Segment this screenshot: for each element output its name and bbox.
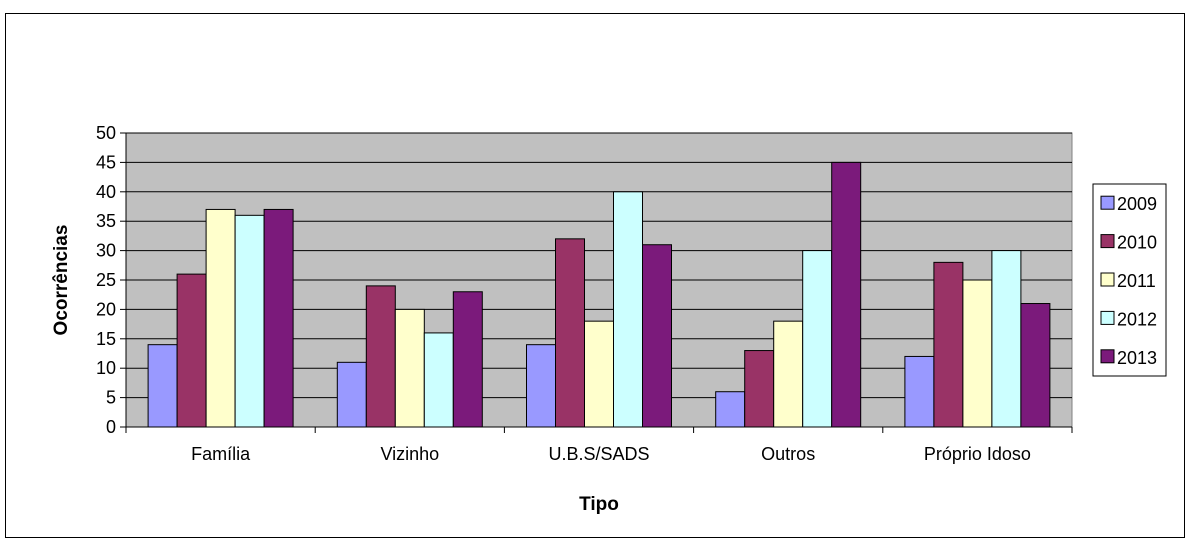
- bar-2013-3: [831, 161, 862, 428]
- bar-2011-0: [205, 208, 236, 428]
- y-tick-label: 35: [96, 211, 116, 231]
- bar-2012-2: [613, 191, 643, 428]
- bar-2011-4: [962, 279, 993, 428]
- bar-2010-0: [176, 273, 207, 428]
- y-tick-label: 20: [96, 299, 116, 319]
- bar-2009-3: [715, 391, 746, 428]
- legend-label-2009: 2009: [1117, 194, 1157, 214]
- bar-2010-1: [365, 285, 396, 428]
- y-tick-label: 10: [96, 358, 116, 378]
- y-tick-label: 45: [96, 152, 116, 172]
- legend-swatch-2010: [1100, 234, 1115, 249]
- bar-2012-3: [802, 250, 833, 428]
- bar-2009-0: [147, 344, 178, 428]
- y-tick-label: 25: [96, 270, 116, 290]
- bar-2013-0: [263, 208, 294, 428]
- y-tick-label: 30: [96, 241, 116, 261]
- bar-2009-2: [526, 344, 556, 428]
- legend-label-2011: 2011: [1117, 271, 1156, 291]
- bar-2011-2: [584, 320, 614, 428]
- legend-label-2013: 2013: [1117, 348, 1157, 368]
- bar-2010-3: [744, 350, 775, 428]
- legend: 2009 2010 2011 2012 2013: [1092, 183, 1167, 377]
- legend-label-2012: 2012: [1117, 309, 1157, 329]
- bar-2011-1: [394, 308, 425, 428]
- bar-2012-0: [234, 214, 265, 428]
- x-axis-title: Tipo: [579, 494, 619, 515]
- x-tick-labels: Família Vizinho U.B.S/SADS Outros Próprio Id…: [191, 444, 1031, 464]
- x-tick-label: Vizinho: [380, 444, 439, 464]
- legend-swatch-2013: [1100, 349, 1115, 364]
- x-tick-label: Próprio Idoso: [924, 444, 1031, 464]
- bar-2010-4: [933, 261, 964, 428]
- bar-2012-1: [423, 332, 454, 428]
- bars: [147, 161, 1051, 428]
- axes: [120, 132, 1073, 433]
- x-tick-label: Família: [191, 444, 251, 464]
- y-axis-title: Ocorrências: [51, 225, 72, 336]
- bar-2009-1: [336, 361, 367, 428]
- y-tick-label: 5: [106, 388, 116, 408]
- bar-2011-3: [773, 320, 804, 428]
- y-tick-label: 50: [96, 123, 116, 143]
- y-tick-label: 40: [96, 182, 116, 202]
- x-tick-label: U.B.S/SADS: [548, 444, 649, 464]
- bar-2013-4: [1020, 303, 1051, 428]
- legend-swatch-2011: [1100, 272, 1115, 287]
- bar-2013-2: [642, 244, 672, 428]
- legend-swatch-2012: [1100, 310, 1115, 325]
- y-tick-label: 0: [106, 417, 116, 437]
- legend-label-2010: 2010: [1117, 233, 1157, 253]
- bar-2010-2: [555, 238, 585, 428]
- bar-2013-1: [452, 291, 483, 428]
- bar-2009-4: [904, 355, 935, 428]
- x-tick-label: Outros: [761, 444, 815, 464]
- legend-swatch-2009: [1100, 195, 1115, 210]
- y-tick-labels: 0 5 10 15 20 25 30 35 40 45 50: [96, 123, 116, 437]
- y-tick-label: 15: [96, 329, 116, 349]
- bar-2012-4: [991, 250, 1022, 428]
